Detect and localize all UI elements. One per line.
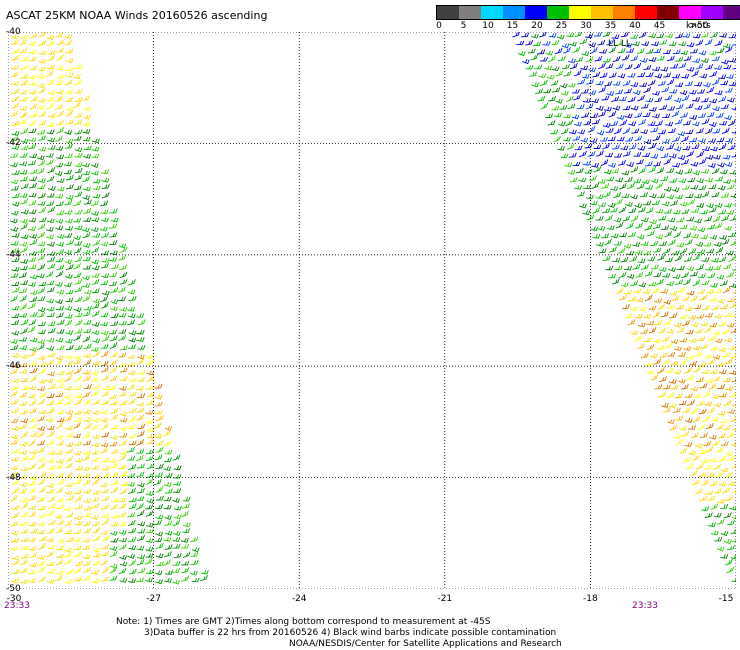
colorbar-tick-label: 25: [555, 21, 568, 31]
latitude-label: -42: [6, 138, 21, 149]
colorbar-swatch: [657, 6, 679, 19]
colorbar-tick-label: 45: [653, 21, 666, 31]
colorbar-swatch: [613, 6, 635, 19]
latitude-label: -50: [6, 584, 21, 594]
colorbar-swatch: [723, 6, 740, 19]
colorbar-swatch: [459, 6, 481, 19]
colorbar-tick-label: 30: [580, 21, 592, 31]
colorbar-swatch: [701, 6, 723, 19]
wind-speed-colorbar: [436, 5, 740, 20]
colorbar-tick-label: 20: [531, 21, 543, 31]
latitude-label: -40: [6, 27, 21, 37]
longitude-label: -24: [291, 594, 307, 604]
colorbar-unit: knots: [686, 21, 711, 31]
latitude-label: -48: [6, 472, 21, 483]
longitude-label: -18: [583, 594, 598, 604]
wind-barbs: [9, 32, 736, 585]
pass-time-east: 23:33: [632, 601, 658, 611]
colorbar-swatch: [547, 6, 569, 19]
colorbar-swatch: [437, 6, 459, 19]
longitude-label: -15: [718, 594, 734, 604]
longitude-label: -27: [146, 594, 161, 604]
map-title: ASCAT 25KM NOAA Winds 20160526 ascending: [6, 9, 268, 22]
pass-time-west: 23:33: [4, 601, 30, 611]
longitude-label: -30: [6, 594, 22, 604]
colorbar-tick-label: 15: [506, 21, 519, 31]
colorbar-tick-label: 40: [629, 21, 641, 31]
colorbar-swatch: [635, 6, 657, 19]
graticule: [8, 32, 736, 589]
colorbar-tick-label: >50: [689, 21, 709, 31]
colorbar-tick-label: 5: [460, 21, 467, 31]
contamination-barbs: LL LL: [608, 39, 631, 49]
colorbar-swatch: [503, 6, 525, 19]
note-line-3: NOAA/NESDIS/Center for Satellite Applica…: [289, 639, 562, 649]
wind-map-canvas: LL LL: [8, 32, 736, 589]
colorbar-swatch: [525, 6, 547, 19]
colorbar-tick-label: 0: [436, 21, 442, 31]
note-line-2: 3)Data buffer is 22 hrs from 20160526 4)…: [144, 628, 557, 638]
colorbar-swatch: [679, 6, 701, 19]
wind-map[interactable]: LL LL: [8, 32, 736, 589]
longitude-label: -21: [437, 594, 453, 604]
latitude-label: -44: [6, 249, 21, 260]
note-line-1: Note: 1) Times are GMT 2)Times along bot…: [116, 617, 491, 627]
colorbar-tick-label: 35: [604, 21, 617, 31]
colorbar-swatch: [569, 6, 591, 19]
colorbar-swatch: [481, 6, 503, 19]
colorbar-swatch: [591, 6, 613, 19]
colorbar-tick-label: 10: [482, 21, 494, 31]
latitude-label: -46: [6, 361, 21, 372]
